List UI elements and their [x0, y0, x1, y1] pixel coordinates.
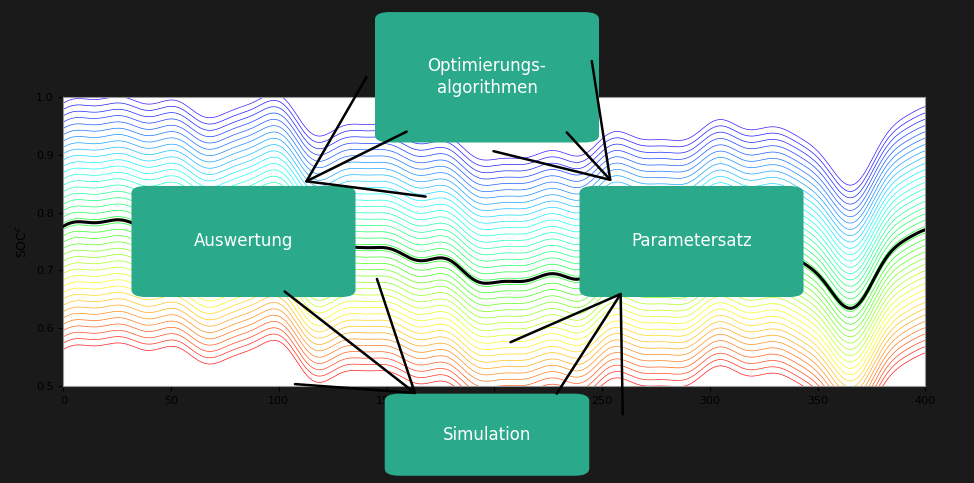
Text: Parametersatz: Parametersatz: [631, 232, 752, 251]
Y-axis label: SOC$^c$: SOC$^c$: [17, 225, 30, 258]
Text: Simulation: Simulation: [443, 426, 531, 444]
Text: Optimierungs-
algorithmen: Optimierungs- algorithmen: [428, 57, 546, 98]
Text: Auswertung: Auswertung: [194, 232, 293, 251]
